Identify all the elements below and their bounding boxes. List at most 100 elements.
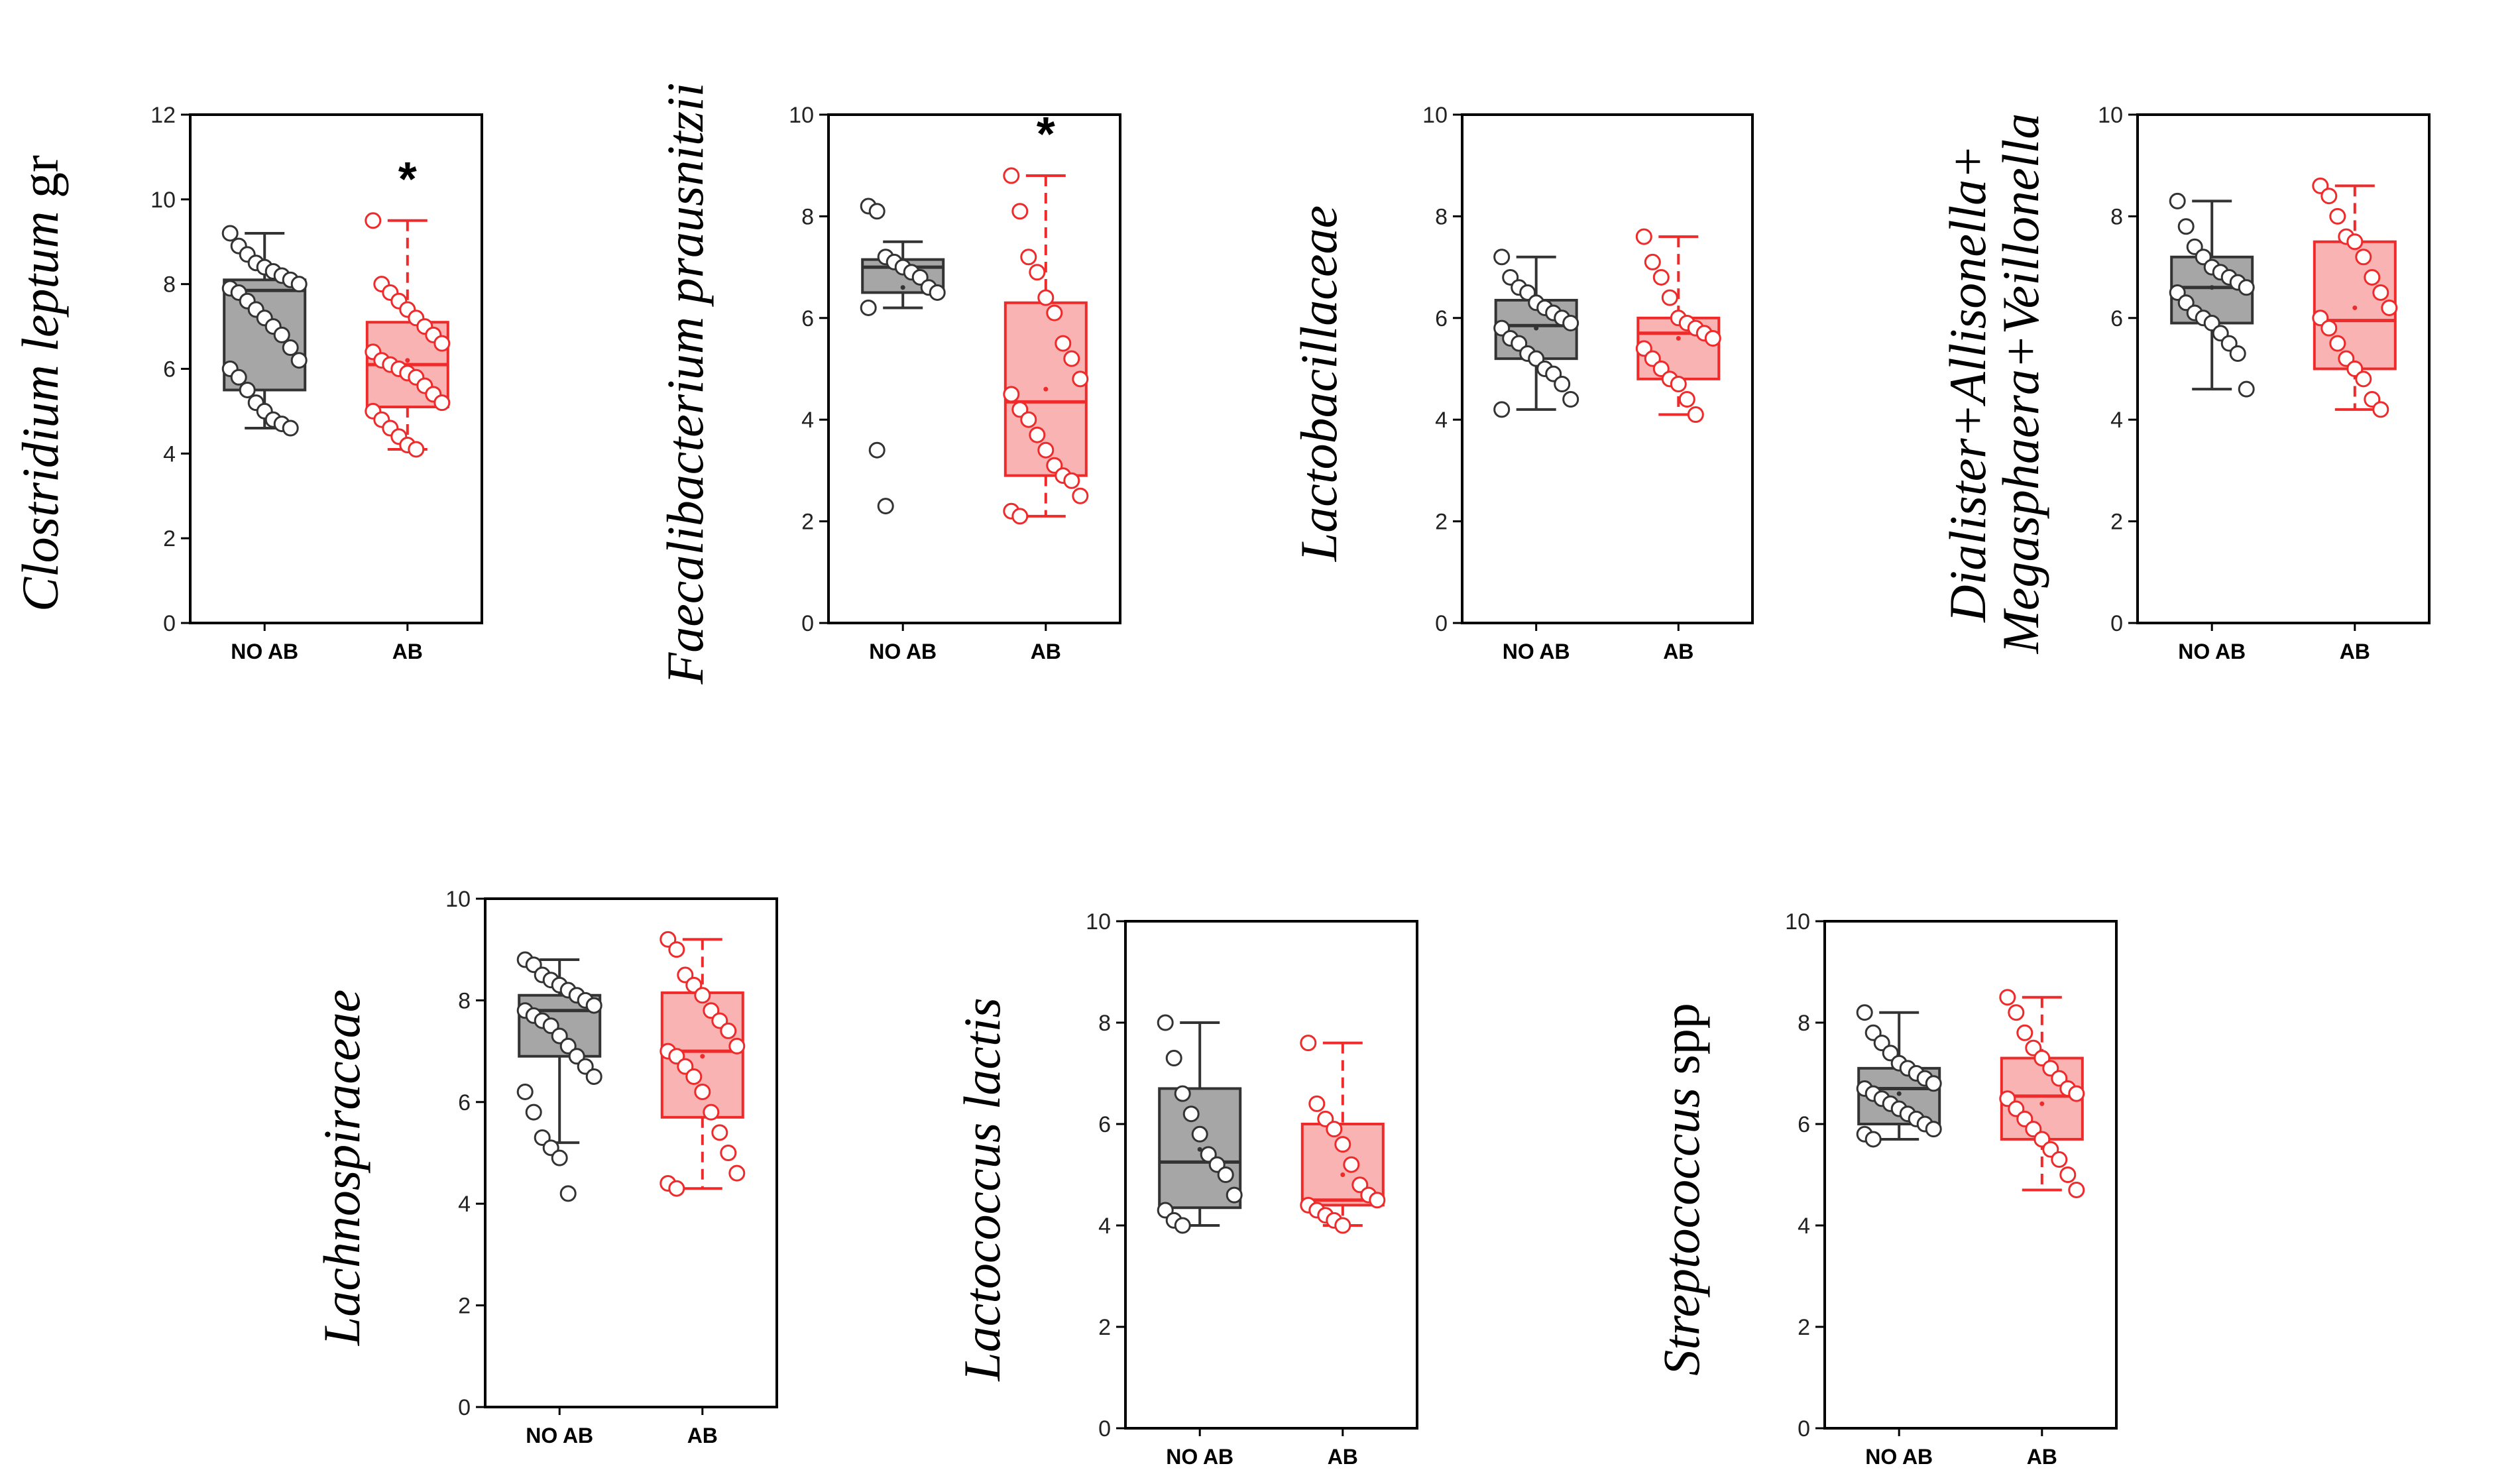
data-point [239, 381, 256, 398]
plot-frame [827, 113, 1121, 624]
data-point [2051, 1151, 2068, 1168]
data-point [365, 212, 382, 229]
y-axis-label-italic: Streptococcus [1652, 1088, 1710, 1376]
y-tick-label: 8 [458, 988, 471, 1013]
data-point [711, 1124, 728, 1141]
data-point [282, 420, 299, 437]
y-tick-label: 4 [1798, 1214, 1810, 1239]
y-axis-label-line1: Dialister+Allisonella+ [1939, 144, 1996, 623]
category-label: NO AB [231, 640, 298, 663]
mean-marker [900, 285, 905, 290]
mean-marker [1534, 325, 1539, 331]
y-tick-label: 10 [1086, 909, 1111, 934]
data-point [230, 368, 247, 386]
data-point [1037, 441, 1055, 459]
plot-frame [1124, 920, 1418, 1430]
category-label: NO AB [2178, 640, 2246, 663]
data-point [1174, 1085, 1191, 1102]
data-point [2346, 233, 2364, 251]
data-point [2238, 279, 2255, 296]
y-axis-label: Streptococcus spp [1652, 1003, 1710, 1376]
y-tick-label: 10 [1785, 909, 1810, 934]
plot-frame [1823, 920, 2118, 1430]
data-point [1678, 391, 1695, 408]
data-point [1925, 1075, 1942, 1092]
y-axis-label-normal: spp [1652, 1003, 1710, 1088]
y-axis-label: Lachnospiraceae [313, 989, 371, 1346]
data-point [1063, 472, 1080, 489]
y-tick-label: 2 [2110, 510, 2123, 535]
y-tick-label: 0 [2110, 611, 2123, 636]
data-point [551, 1149, 568, 1166]
data-point [290, 352, 308, 369]
data-point [1670, 376, 1687, 393]
y-tick-label: 10 [445, 887, 471, 912]
chart-panel-3: 0 2 4 6 8 10 NO AB AB Lactobacillaceae [1290, 103, 1754, 663]
category-label: NO AB [1865, 1445, 1933, 1469]
y-tick-label: 4 [1098, 1214, 1111, 1239]
y-axis-label-italic: Clostridium leptum [11, 211, 69, 612]
data-point [685, 1068, 703, 1085]
mean-marker [405, 358, 410, 363]
data-point [720, 1145, 737, 1161]
data-point [720, 1022, 737, 1039]
data-point [1063, 350, 1080, 367]
data-point [433, 335, 451, 352]
chart-panel-5: 0 2 4 6 8 10 NO AB AB Lachnospiraceae [313, 887, 778, 1447]
data-point [1174, 1217, 1191, 1234]
mean-marker [1340, 1172, 1346, 1177]
data-point [668, 941, 685, 958]
chart-panel-4: 0 2 4 6 8 10 NO AB AB Dialister+Allisonella+Mega… [1939, 103, 2431, 663]
data-point [2229, 345, 2246, 362]
y-tick-label: 8 [801, 204, 814, 229]
chart-panel-7: 0 2 4 6 8 10 NO AB AB Streptococcus spp [1652, 909, 2118, 1469]
category-label: AB [2027, 1445, 2057, 1469]
chart-panel-1: 0 2 4 6 8 10 12 NO AB AB * Clostridium leptum gr [11, 103, 483, 663]
data-point [1055, 335, 1072, 352]
data-point [1554, 376, 1571, 393]
y-tick-label: 4 [2110, 408, 2123, 433]
y-tick-label: 2 [1435, 510, 1448, 535]
data-point [2329, 207, 2346, 225]
y-axis-label: Lactobacillaceae [1290, 205, 1347, 562]
data-point [433, 394, 451, 412]
y-tick-label: 0 [1098, 1416, 1111, 1442]
chart-panel-6: 0 2 4 6 8 10 NO AB AB Lactococcus lactis [953, 909, 1418, 1469]
y-tick-label: 2 [801, 510, 814, 535]
box-no-ab [518, 993, 602, 1058]
data-point [668, 1180, 685, 1197]
y-axis-label: Faecalibacterium prausnitzii [656, 83, 714, 685]
data-point [860, 299, 877, 316]
data-point [1300, 1035, 1317, 1052]
y-tick-label: 0 [1435, 611, 1448, 636]
data-point [1635, 228, 1652, 245]
data-point [1343, 1156, 1360, 1173]
data-point [1856, 1004, 1873, 1021]
data-point [282, 339, 299, 357]
data-point [2372, 401, 2389, 418]
data-point [1326, 1121, 1343, 1138]
data-point [877, 498, 894, 515]
data-point [1562, 391, 1579, 408]
data-point [929, 284, 946, 301]
data-point [1029, 426, 1046, 443]
data-point [1334, 1136, 1351, 1153]
category-label: AB [1663, 640, 1693, 663]
data-point [2364, 268, 2381, 286]
data-point [1308, 1095, 1326, 1112]
y-tick-label: 2 [1098, 1315, 1111, 1340]
data-point [2372, 284, 2389, 301]
y-axis-label: Lactococcus lactis [953, 997, 1011, 1381]
data-point [290, 276, 308, 293]
data-point [1011, 508, 1029, 525]
y-tick-label: 2 [458, 1294, 471, 1319]
data-point [585, 997, 602, 1014]
mean-marker [1896, 1091, 1902, 1096]
significance-star: * [1037, 108, 1055, 161]
y-tick-label: 6 [2110, 306, 2123, 331]
data-point [221, 225, 239, 242]
mean-marker [1676, 335, 1681, 341]
y-tick-label: 10 [2098, 103, 2123, 128]
y-tick-label: 4 [163, 441, 176, 467]
